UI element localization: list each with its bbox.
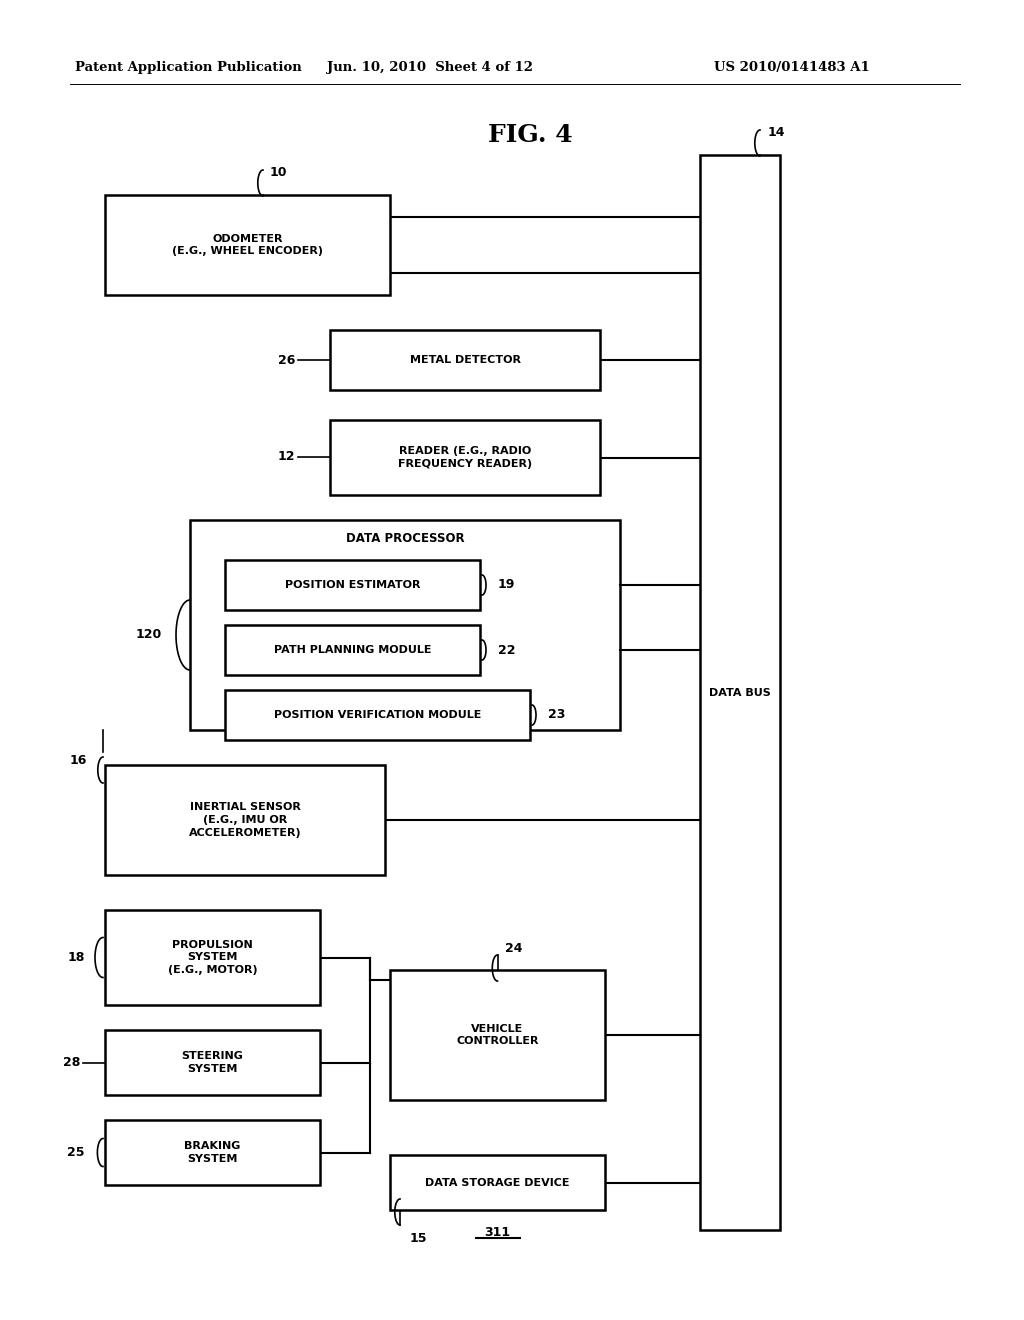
Text: 15: 15 [410, 1232, 427, 1245]
Text: Patent Application Publication: Patent Application Publication [75, 62, 302, 74]
Text: POSITION ESTIMATOR: POSITION ESTIMATOR [285, 579, 420, 590]
Text: PATH PLANNING MODULE: PATH PLANNING MODULE [273, 645, 431, 655]
Text: 25: 25 [68, 1146, 85, 1159]
Bar [330, 420, 600, 495]
Text: 24: 24 [506, 941, 523, 954]
Bar [190, 520, 620, 730]
Text: 10: 10 [270, 165, 288, 178]
Bar [700, 154, 780, 1230]
Bar [105, 766, 385, 875]
Bar [390, 1155, 605, 1210]
Text: READER (E.G., RADIO
FREQUENCY READER): READER (E.G., RADIO FREQUENCY READER) [398, 446, 532, 469]
Bar [105, 909, 319, 1005]
Bar [390, 970, 605, 1100]
Text: PROPULSION
SYSTEM
(E.G., MOTOR): PROPULSION SYSTEM (E.G., MOTOR) [168, 940, 257, 975]
Text: ODOMETER
(E.G., WHEEL ENCODER): ODOMETER (E.G., WHEEL ENCODER) [172, 234, 323, 256]
Bar [225, 690, 530, 741]
Text: 14: 14 [768, 125, 785, 139]
Text: 23: 23 [548, 709, 565, 722]
Text: 18: 18 [68, 950, 85, 964]
Text: 12: 12 [278, 450, 295, 463]
Bar [225, 560, 480, 610]
Text: US 2010/0141483 A1: US 2010/0141483 A1 [715, 62, 870, 74]
Bar [105, 1030, 319, 1096]
Bar [105, 1119, 319, 1185]
Text: DATA BUS: DATA BUS [710, 688, 771, 697]
Text: 28: 28 [62, 1056, 80, 1069]
Text: METAL DETECTOR: METAL DETECTOR [410, 355, 520, 366]
Text: Jun. 10, 2010  Sheet 4 of 12: Jun. 10, 2010 Sheet 4 of 12 [327, 62, 534, 74]
Text: STEERING
SYSTEM: STEERING SYSTEM [181, 1051, 244, 1074]
Text: VEHICLE
CONTROLLER: VEHICLE CONTROLLER [457, 1023, 539, 1047]
Bar [330, 330, 600, 389]
Text: 16: 16 [70, 754, 87, 767]
Text: 22: 22 [498, 644, 515, 656]
Text: FIG. 4: FIG. 4 [487, 123, 572, 147]
Text: 19: 19 [498, 578, 515, 591]
Text: INERTIAL SENSOR
(E.G., IMU OR
ACCELEROMETER): INERTIAL SENSOR (E.G., IMU OR ACCELEROME… [188, 803, 301, 838]
Text: POSITION VERIFICATION MODULE: POSITION VERIFICATION MODULE [273, 710, 481, 719]
Text: DATA PROCESSOR: DATA PROCESSOR [346, 532, 464, 544]
Bar [225, 624, 480, 675]
Text: BRAKING
SYSTEM: BRAKING SYSTEM [184, 1140, 241, 1164]
Text: 120: 120 [136, 628, 162, 642]
Bar [105, 195, 390, 294]
Text: DATA STORAGE DEVICE: DATA STORAGE DEVICE [425, 1177, 569, 1188]
Text: 311: 311 [484, 1225, 511, 1238]
Text: 26: 26 [278, 354, 295, 367]
